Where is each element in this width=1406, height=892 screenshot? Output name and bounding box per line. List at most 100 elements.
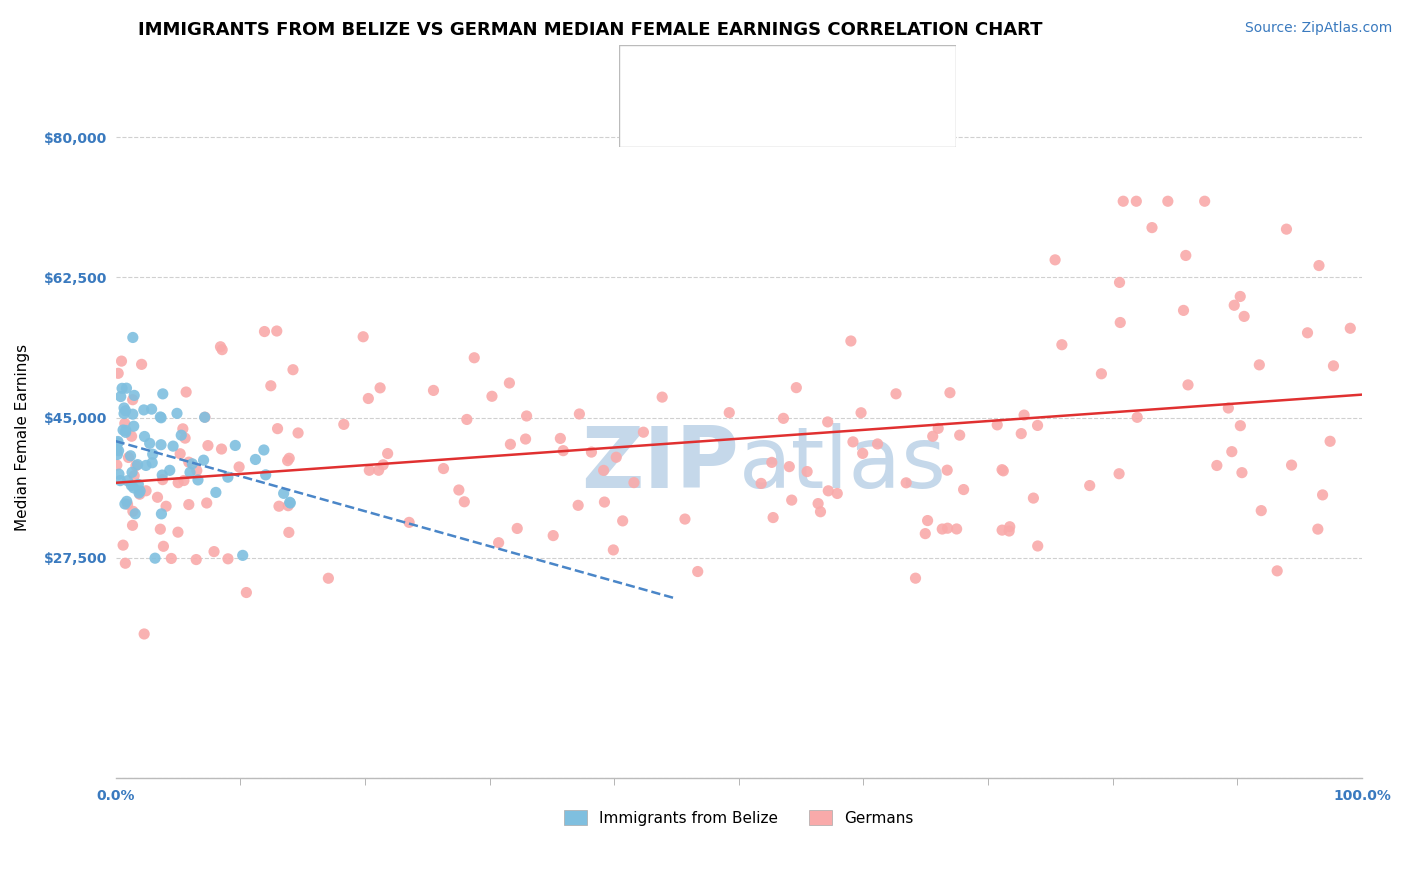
Point (623, 475, 645, 490)
Point (146, 490, 169, 504)
Point (266, 422, 288, 436)
Point (952, 483, 974, 497)
Point (849, 406, 872, 420)
Point (114, 417, 136, 431)
Point (170, 428, 193, 442)
Point (1265, 564, 1288, 578)
Point (112, 538, 135, 552)
Point (135, 483, 157, 498)
Point (152, 473, 174, 487)
Point (447, 483, 470, 497)
Point (852, 446, 875, 460)
Point (150, 438, 173, 452)
Point (633, 425, 655, 440)
Point (167, 525, 190, 540)
Point (516, 409, 538, 423)
Point (927, 421, 949, 435)
Text: 65: 65 (869, 64, 890, 79)
Point (160, 551, 183, 566)
Point (1233, 310, 1256, 324)
Point (172, 422, 194, 436)
Point (277, 499, 299, 513)
Point (117, 450, 139, 465)
Point (998, 520, 1021, 534)
Text: IMMIGRANTS FROM BELIZE VS GERMAN MEDIAN FEMALE EARNINGS CORRELATION CHART: IMMIGRANTS FROM BELIZE VS GERMAN MEDIAN … (138, 21, 1043, 38)
Point (991, 523, 1014, 537)
Point (762, 510, 785, 524)
Point (998, 524, 1021, 538)
Point (121, 465, 143, 479)
Point (772, 411, 794, 425)
Point (817, 483, 839, 498)
Point (187, 473, 209, 487)
Point (278, 451, 301, 466)
Point (128, 487, 150, 501)
Point (107, 436, 129, 450)
Point (1306, 522, 1329, 536)
Point (1177, 377, 1199, 392)
Point (456, 412, 478, 426)
Text: atlas: atlas (738, 424, 946, 507)
Point (121, 330, 143, 344)
Point (143, 551, 166, 566)
Point (1043, 252, 1066, 267)
Point (463, 351, 485, 365)
Point (810, 505, 832, 519)
Point (481, 389, 503, 403)
Point (122, 419, 145, 434)
Point (217, 551, 239, 566)
Point (931, 522, 953, 536)
Point (129, 483, 152, 498)
Point (398, 516, 420, 530)
Point (128, 486, 150, 500)
Point (179, 466, 201, 480)
Point (112, 401, 135, 415)
Point (553, 443, 575, 458)
Point (114, 404, 136, 418)
Point (186, 552, 208, 566)
Point (377, 446, 399, 460)
Point (211, 343, 233, 357)
Point (134, 627, 156, 641)
Text: 175: 175 (869, 112, 900, 128)
Point (150, 507, 173, 521)
Point (273, 486, 295, 500)
Point (194, 410, 217, 425)
Point (107, 434, 129, 449)
Point (205, 485, 228, 500)
Point (152, 387, 174, 401)
Point (114, 497, 136, 511)
Point (1108, 467, 1130, 481)
Point (266, 324, 288, 338)
Point (209, 340, 232, 354)
Point (177, 498, 200, 512)
Point (1223, 298, 1246, 312)
Point (1012, 408, 1035, 422)
Point (1312, 488, 1334, 502)
Point (120, 478, 142, 492)
Point (1249, 358, 1271, 372)
Point (1194, 194, 1216, 209)
Point (357, 392, 380, 406)
Point (1322, 359, 1344, 373)
Point (235, 585, 257, 599)
Point (138, 436, 160, 450)
Point (115, 494, 138, 508)
Point (260, 378, 283, 392)
Point (181, 457, 204, 471)
Point (121, 429, 143, 443)
Point (749, 476, 772, 491)
Point (651, 390, 673, 404)
Point (939, 385, 962, 400)
Point (152, 539, 174, 553)
Point (111, 381, 134, 395)
Point (150, 468, 173, 483)
Point (1112, 194, 1135, 209)
Point (174, 431, 197, 445)
Point (159, 463, 181, 477)
Point (422, 384, 444, 398)
Point (114, 424, 136, 438)
Point (105, 442, 128, 456)
Point (253, 442, 276, 457)
Point (1296, 326, 1319, 340)
